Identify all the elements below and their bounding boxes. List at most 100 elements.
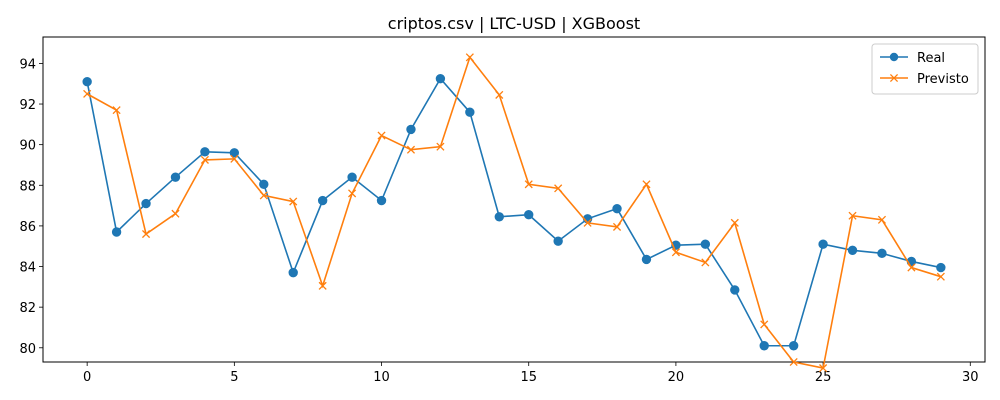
y-tick-label: 84 [19,261,36,276]
data-point [229,148,240,158]
data-point [465,107,475,117]
data-point-stroke [406,145,416,154]
x-tick-label: 15 [520,370,537,385]
data-point-stroke [877,215,887,224]
series-line [86,77,942,347]
legend-label: Previsto [917,72,969,87]
x-tick-label: 0 [83,370,91,385]
series-layer [82,53,946,373]
data-point-stroke [671,248,680,257]
data-point [288,267,298,278]
data-point-stroke [701,258,710,267]
data-point [671,248,680,257]
data-point [347,172,357,182]
data-point [907,263,916,272]
data-point [819,364,828,373]
data-point [348,189,357,198]
data-point-stroke [848,211,857,220]
data-point-stroke [83,89,92,98]
data-point-stroke [318,281,327,290]
data-point [612,203,622,214]
data-point [612,222,622,231]
data-point [465,53,474,62]
y-axis: 80 82 84 86 88 90 92 94 [19,57,43,357]
data-point [730,218,739,227]
legend-label: Real [917,51,945,66]
data-point [494,212,504,222]
data-point-stroke [230,154,239,163]
data-point-stroke [730,218,739,227]
data-point [936,262,946,273]
data-point [700,239,711,249]
data-point [406,124,416,135]
data-point [848,211,857,220]
data-point-stroke [436,142,445,151]
data-point [200,155,209,164]
data-point [435,73,446,84]
y-tick-label: 88 [19,179,36,194]
data-point-stroke [524,180,533,189]
data-point-stroke [583,218,592,227]
data-point [789,357,798,367]
data-point [877,215,887,224]
data-point [83,89,92,98]
y-tick-label: 92 [19,98,36,113]
data-point [141,229,151,239]
data-point [259,179,269,189]
x-tick-label: 30 [962,370,979,385]
data-point [641,254,652,265]
data-point [495,90,504,99]
data-point [847,245,858,255]
data-point-stroke [612,222,622,231]
series-line [86,55,942,370]
x-axis: 0 5 10 15 20 25 30 [83,362,979,385]
y-tick-label: 90 [19,139,36,154]
data-point-stroke [259,191,268,200]
x-tick-label: 5 [230,370,238,385]
data-point-stroke [907,263,916,272]
x-tick-label: 20 [668,370,685,385]
data-point [376,195,387,206]
data-point [788,341,799,351]
data-point-stroke [141,229,151,239]
data-point [230,154,239,163]
data-point [524,210,534,220]
data-point [200,147,210,157]
legend-marker [889,52,899,62]
data-point-stroke [554,184,563,193]
legend: Real Previsto [871,43,979,95]
data-point-stroke [936,272,945,281]
plot-frame [42,36,986,363]
data-point [524,180,533,189]
data-point-stroke [495,90,504,99]
data-point-stroke [348,189,357,198]
series-real [82,73,946,351]
data-point [701,258,710,267]
data-point [111,227,122,237]
data-point-stroke [377,131,386,140]
data-point-stroke [112,106,121,115]
y-tick-label: 94 [19,57,36,72]
data-point [760,320,769,329]
legend-entry-previsto: Previsto [880,72,969,87]
data-point [289,197,298,206]
data-point [818,239,828,249]
data-point [583,218,592,227]
data-point [112,106,121,115]
chart-title: criptos.csv | LTC-USD | XGBoost [388,14,640,33]
plot-area [42,36,986,363]
data-point [317,195,328,206]
data-point [554,184,563,193]
data-point [436,142,445,151]
data-point-stroke [642,180,651,189]
y-tick-label: 82 [19,301,36,316]
y-tick-label: 86 [19,220,36,235]
data-point [170,172,181,182]
data-point-stroke [465,53,474,62]
x-tick-label: 25 [815,370,832,385]
data-point [377,131,386,140]
legend-entry-real: Real [880,51,945,66]
data-point-stroke [789,357,798,367]
series-previsto [83,53,945,373]
